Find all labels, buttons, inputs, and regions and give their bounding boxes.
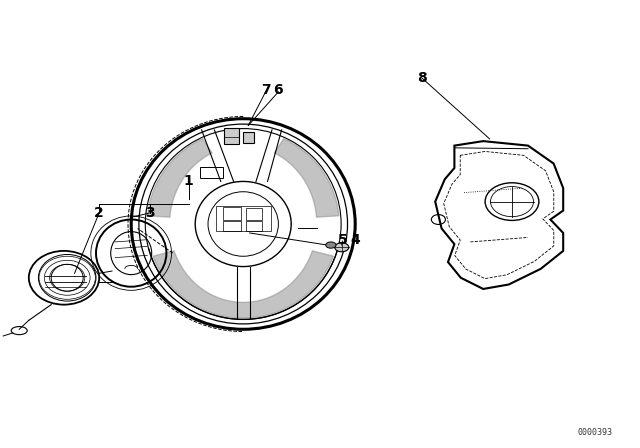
Bar: [224, 128, 239, 144]
Bar: [216, 206, 271, 231]
Bar: [200, 167, 223, 178]
Bar: [29, 251, 99, 305]
Text: 8: 8: [417, 71, 428, 86]
Bar: [223, 221, 241, 231]
Text: 0000393: 0000393: [578, 428, 612, 437]
Text: 3: 3: [145, 206, 156, 220]
Text: 5: 5: [337, 233, 348, 247]
Bar: [223, 207, 241, 220]
Polygon shape: [275, 139, 339, 217]
Text: 4: 4: [350, 233, 360, 247]
Text: 6: 6: [273, 82, 284, 97]
Bar: [246, 208, 262, 220]
Ellipse shape: [335, 243, 349, 252]
Polygon shape: [148, 139, 212, 217]
Text: 2: 2: [94, 206, 104, 220]
Ellipse shape: [326, 242, 336, 248]
Text: 1: 1: [184, 174, 194, 189]
Bar: [243, 132, 254, 143]
Polygon shape: [153, 251, 333, 318]
Bar: [246, 221, 262, 231]
Text: 7: 7: [260, 82, 271, 97]
